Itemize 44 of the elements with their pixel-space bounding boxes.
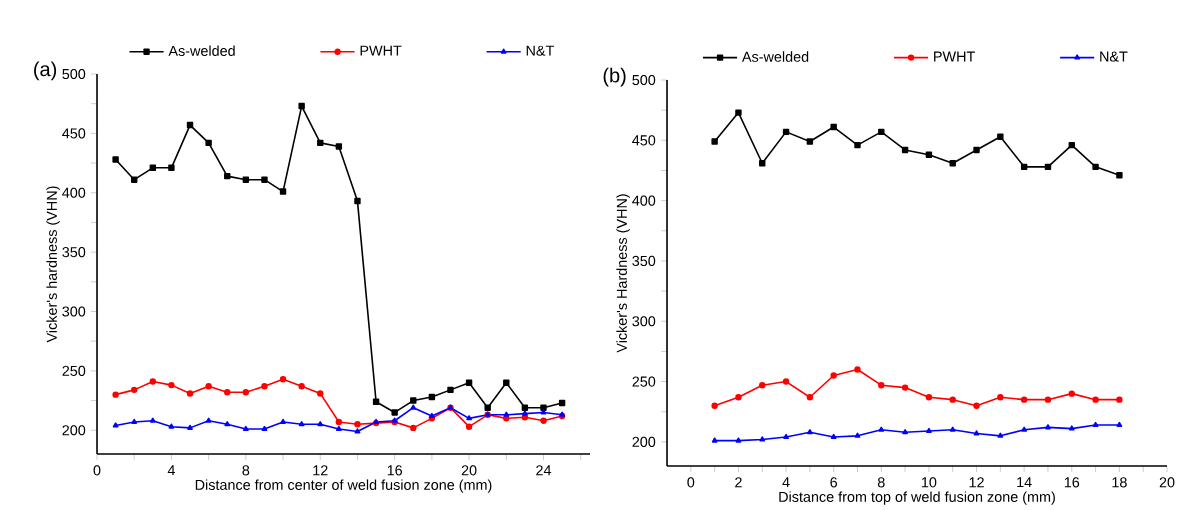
x-tick-label: 2 [735, 477, 742, 488]
legend-label: N&T [526, 45, 555, 56]
y-tick-label: 300 [62, 306, 86, 317]
x-tick-label: 8 [877, 477, 885, 488]
x-tick-label: 16 [387, 465, 403, 476]
y-tick-label: 250 [62, 365, 86, 376]
legend-label: PWHT [934, 51, 975, 62]
x-tick-label: 14 [1017, 477, 1032, 488]
x-tick-label: 8 [242, 465, 250, 476]
x-tick-label: 16 [1064, 477, 1080, 488]
y-tick-label: 200 [632, 436, 656, 447]
text: (a) [34, 61, 57, 81]
y-tick-label: 200 [62, 425, 86, 436]
y-tick-label: 350 [632, 255, 656, 267]
legend-label: As-welded [168, 45, 235, 56]
x-tick-label: 12 [313, 465, 328, 476]
x-tick-label: 4 [782, 477, 790, 488]
x-axis-title: Distance from top of weld fusion zone (mm) [779, 491, 1055, 505]
legend-label: As-welded [741, 51, 809, 62]
x-axis-title: Distance from center of weld fusion zone (mm) [195, 479, 492, 493]
y-tick-label: 500 [632, 74, 656, 86]
x-tick-label: 0 [687, 477, 695, 488]
y-tick-label: 250 [632, 376, 656, 387]
x-tick-label: 0 [93, 465, 101, 476]
legend-label: N&T [1100, 51, 1128, 62]
y-tick-label: 400 [62, 187, 86, 198]
x-tick-label: 4 [167, 465, 176, 476]
x-tick-label: 24 [536, 465, 552, 476]
x-tick-label: 6 [830, 477, 838, 488]
x-tick-label: 12 [969, 477, 984, 488]
x-tick-label: 10 [922, 477, 937, 488]
y-tick-label: 400 [632, 195, 656, 206]
x-tick-label: 20 [1159, 477, 1175, 488]
y-axis-title: Vicker's hardness (VHN) [46, 186, 60, 343]
y-tick-label: 450 [62, 128, 86, 139]
x-tick-label: 18 [1112, 477, 1127, 488]
y-axis-title: Vicker's Hardness (VHN) [616, 194, 630, 353]
y-tick-label: 450 [632, 135, 656, 146]
y-tick-label: 350 [62, 247, 86, 258]
y-tick-label: 300 [632, 316, 656, 327]
legend-label: PWHT [360, 45, 402, 56]
y-tick-label: 500 [62, 68, 86, 80]
text: (b) [603, 67, 626, 87]
x-tick-label: 20 [461, 465, 477, 476]
